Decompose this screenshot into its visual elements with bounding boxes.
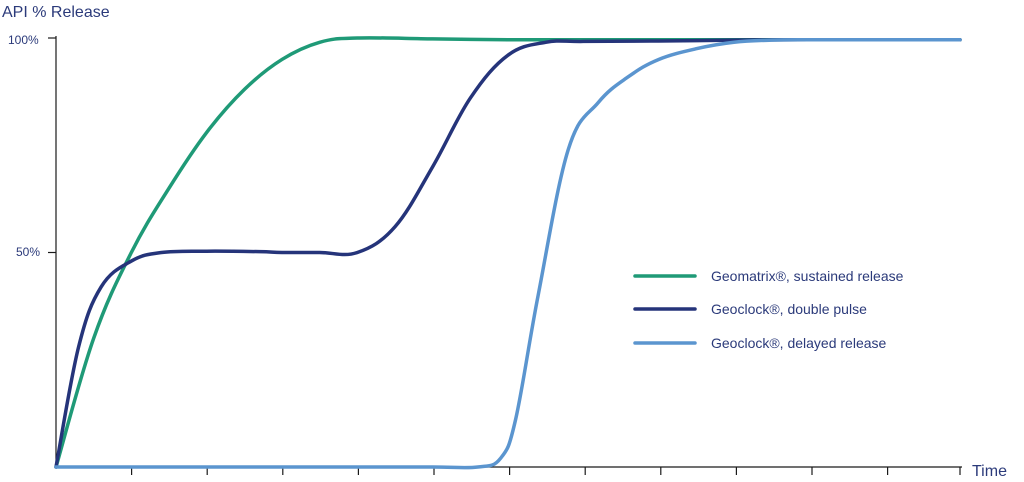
y-tick-label-50: 50%: [16, 245, 40, 259]
legend-label-double-pulse: Geoclock®, double pulse: [711, 301, 867, 317]
axes: [48, 36, 962, 475]
series-layer: [54, 36, 962, 470]
y-axis-title: API % Release: [2, 4, 110, 21]
legend-label-delayed: Geoclock®, delayed release: [711, 335, 887, 351]
y-tick-label-100: 100%: [8, 33, 39, 47]
x-axis-title: Time: [972, 463, 1007, 480]
legend: Geomatrix®, sustained release Geoclock®,…: [633, 268, 904, 351]
legend-label-sustained: Geomatrix®, sustained release: [711, 268, 904, 284]
series-line-double-pulse: [54, 37, 962, 469]
series-line-delayed: [54, 37, 962, 470]
